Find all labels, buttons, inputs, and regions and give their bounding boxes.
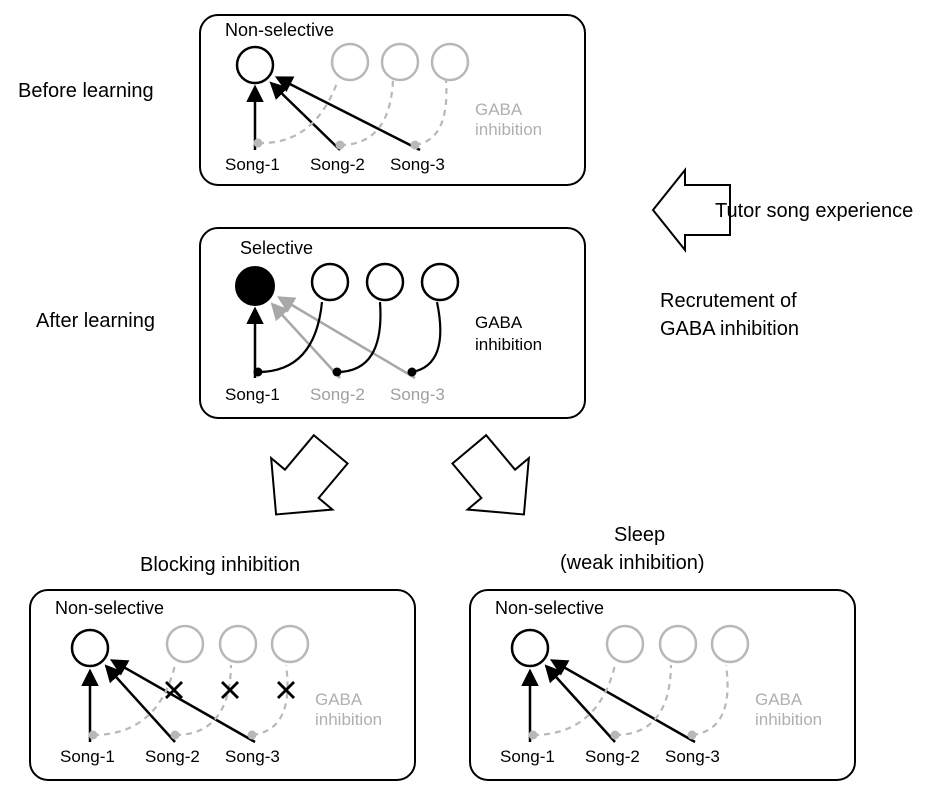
label-before: Before learning	[18, 80, 154, 103]
gaba-dot	[529, 731, 538, 740]
gaba-label: GABA	[475, 100, 523, 119]
gaba-dot	[89, 731, 98, 740]
song1-label: Song-1	[225, 385, 280, 404]
song2-label: Song-2	[145, 747, 200, 766]
diagram-canvas: Non-selective Song-1 Song-2 Song-3 GABA …	[0, 0, 946, 809]
label-recruitment2: GABA inhibition	[660, 318, 799, 341]
song3-label: Song-3	[225, 747, 280, 766]
song3-label: Song-3	[390, 155, 445, 174]
title-selective: Selective	[240, 238, 313, 258]
gaba-label: GABA	[315, 690, 363, 709]
gaba-label: inhibition	[755, 710, 822, 729]
label-recruitment1: Recrutement of	[660, 290, 797, 313]
gaba-dot	[248, 731, 257, 740]
neuron-open	[367, 264, 403, 300]
label-sleep2: (weak inhibition)	[560, 552, 705, 575]
song1-label: Song-1	[225, 155, 280, 174]
song3-label-faded: Song-3	[390, 385, 445, 404]
gaba-dot	[411, 141, 420, 150]
title-nonselective: Non-selective	[55, 598, 164, 618]
title-nonselective: Non-selective	[495, 598, 604, 618]
gaba-dot-solid	[333, 368, 342, 377]
neuron-open	[422, 264, 458, 300]
label-after: After learning	[36, 310, 155, 333]
song1-label: Song-1	[60, 747, 115, 766]
song2-label-faded: Song-2	[310, 385, 365, 404]
gaba-label-dark: GABA	[475, 313, 523, 332]
panel-before: Non-selective Song-1 Song-2 Song-3 GABA …	[200, 15, 585, 185]
neuron-open	[312, 264, 348, 300]
neuron-nonselective	[72, 630, 108, 666]
big-arrow-block	[245, 424, 361, 541]
title-nonselective: Non-selective	[225, 20, 334, 40]
gaba-dot	[688, 731, 697, 740]
big-arrow-sleep	[439, 424, 555, 541]
song1-label: Song-1	[500, 747, 555, 766]
gaba-label: GABA	[755, 690, 803, 709]
panel-block: Non-selective Song-1 Song-2 Song-3 GABA …	[30, 590, 415, 780]
gaba-dot	[254, 139, 263, 148]
panel-sleep: Non-selective Song-1 Song-2 Song-3 GABA …	[470, 590, 855, 780]
neuron-nonselective	[512, 630, 548, 666]
gaba-label: inhibition	[475, 120, 542, 139]
gaba-dot-solid	[408, 368, 417, 377]
gaba-label: inhibition	[315, 710, 382, 729]
gaba-dot-solid	[254, 368, 263, 377]
song2-label: Song-2	[585, 747, 640, 766]
label-tutor: Tutor song experience	[715, 200, 913, 223]
label-sleep1: Sleep	[614, 524, 665, 547]
gaba-dot	[336, 141, 345, 150]
neuron-selective	[236, 267, 274, 305]
panel-after: Selective Song-1 Song-2 Song-3 GABA inhi…	[200, 228, 585, 418]
neuron-nonselective	[237, 47, 273, 83]
label-blocking: Blocking inhibition	[140, 554, 300, 577]
song2-label: Song-2	[310, 155, 365, 174]
gaba-label-dark: inhibition	[475, 335, 542, 354]
song3-label: Song-3	[665, 747, 720, 766]
gaba-dot	[171, 731, 180, 740]
gaba-dot	[611, 731, 620, 740]
